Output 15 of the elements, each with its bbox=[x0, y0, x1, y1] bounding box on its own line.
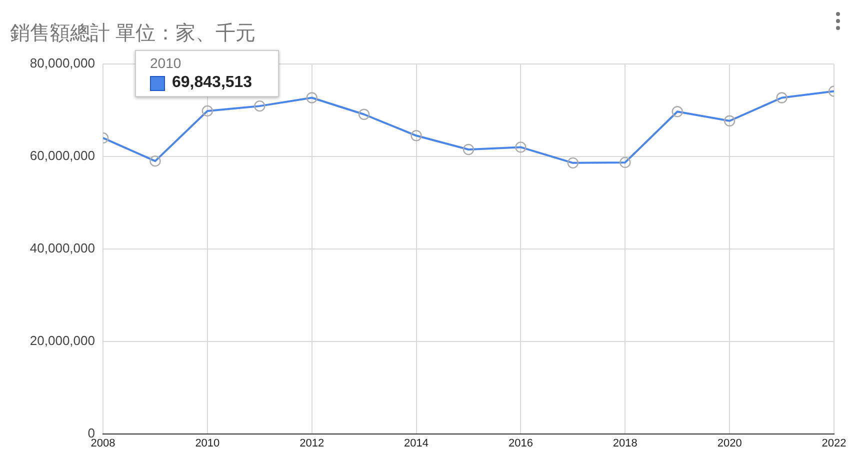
y-tick-label: 20,000,000 bbox=[30, 332, 95, 348]
chart-title: 銷售額總計 單位：家、千元 bbox=[10, 22, 256, 45]
x-tick-label: 2012 bbox=[300, 437, 324, 450]
x-tick-label: 2010 bbox=[195, 437, 220, 450]
annotation: 69,843,513 bbox=[172, 74, 252, 92]
x-tick-label: 2014 bbox=[404, 437, 429, 450]
x-tick-label: 2008 bbox=[90, 437, 116, 450]
x-tick-label: 2016 bbox=[508, 437, 533, 450]
x-tick-label: 2022 bbox=[822, 437, 846, 450]
annotation: 2010 bbox=[150, 55, 182, 71]
y-tick-label: 60,000,000 bbox=[30, 148, 95, 164]
x-tick-label: 2020 bbox=[717, 437, 742, 450]
x-tick-label: 2018 bbox=[612, 437, 638, 450]
y-tick-label: 40,000,000 bbox=[30, 240, 95, 256]
y-tick-label: 80,000,000 bbox=[30, 56, 95, 71]
